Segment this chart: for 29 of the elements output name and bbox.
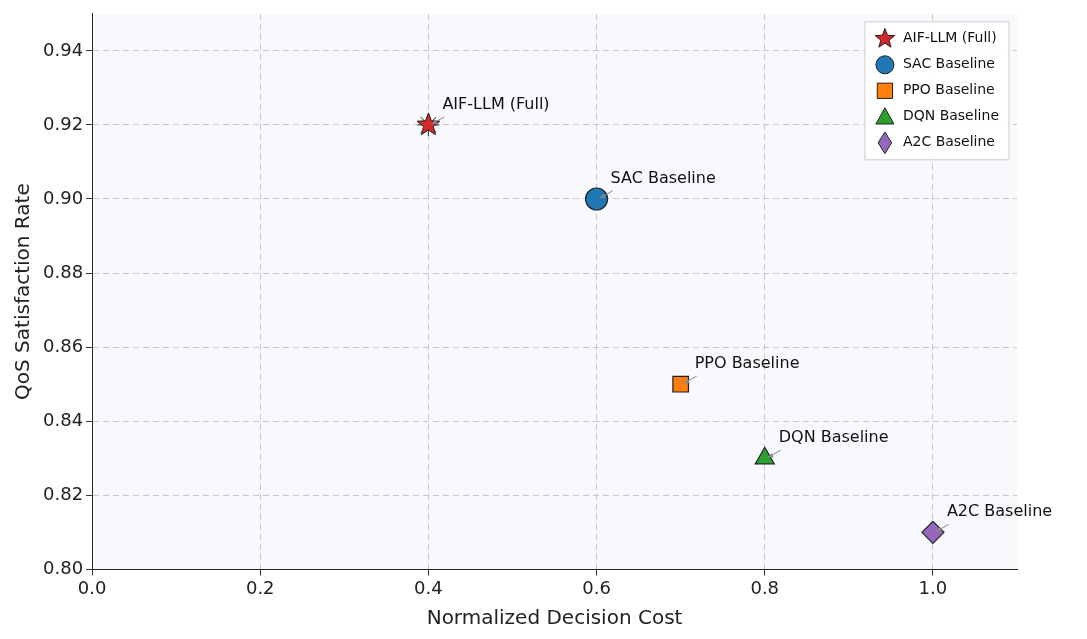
- x-tick-label: 0.6: [582, 576, 611, 598]
- x-tick-label: 0.4: [414, 576, 443, 598]
- x-tick-label: 0.8: [750, 576, 780, 598]
- x-tick-label: 0.0: [77, 576, 107, 598]
- legend-label: SAC Baseline: [902, 55, 995, 72]
- annotation: SAC Baseline: [610, 168, 716, 187]
- y-tick-label: 0.94: [43, 38, 84, 60]
- point: [921, 520, 945, 544]
- y-axis-title: QoS Satisfaction Rate: [10, 183, 35, 400]
- x-tick-label: 1.0: [918, 576, 948, 598]
- annotation: A2C Baseline: [946, 501, 1053, 521]
- y-tick-label: 0.88: [43, 260, 84, 282]
- legend-label: A2C Baseline: [902, 133, 995, 150]
- y-tick-label: 0.92: [43, 112, 84, 134]
- y-tick-label: 0.84: [43, 408, 84, 430]
- annotation: AIF-LLM (Full): [442, 93, 550, 113]
- x-axis-title: Normalized Decision Cost: [426, 605, 683, 630]
- annotation: PPO Baseline: [694, 353, 800, 373]
- x-tick-label: 0.2: [245, 576, 275, 598]
- y-tick-label: 0.86: [43, 334, 84, 356]
- point: [672, 375, 690, 393]
- y-tick-label: 0.80: [43, 557, 84, 579]
- legend-label: PPO Baseline: [902, 81, 995, 98]
- legend-label: DQN Baseline: [902, 107, 1000, 124]
- y-tick-label: 0.90: [43, 186, 84, 208]
- point: [584, 187, 609, 211]
- legend-label: AIF-LLM (Full): [902, 29, 997, 46]
- y-tick-label: 0.82: [43, 482, 84, 504]
- annotation: DQN Baseline: [778, 427, 889, 447]
